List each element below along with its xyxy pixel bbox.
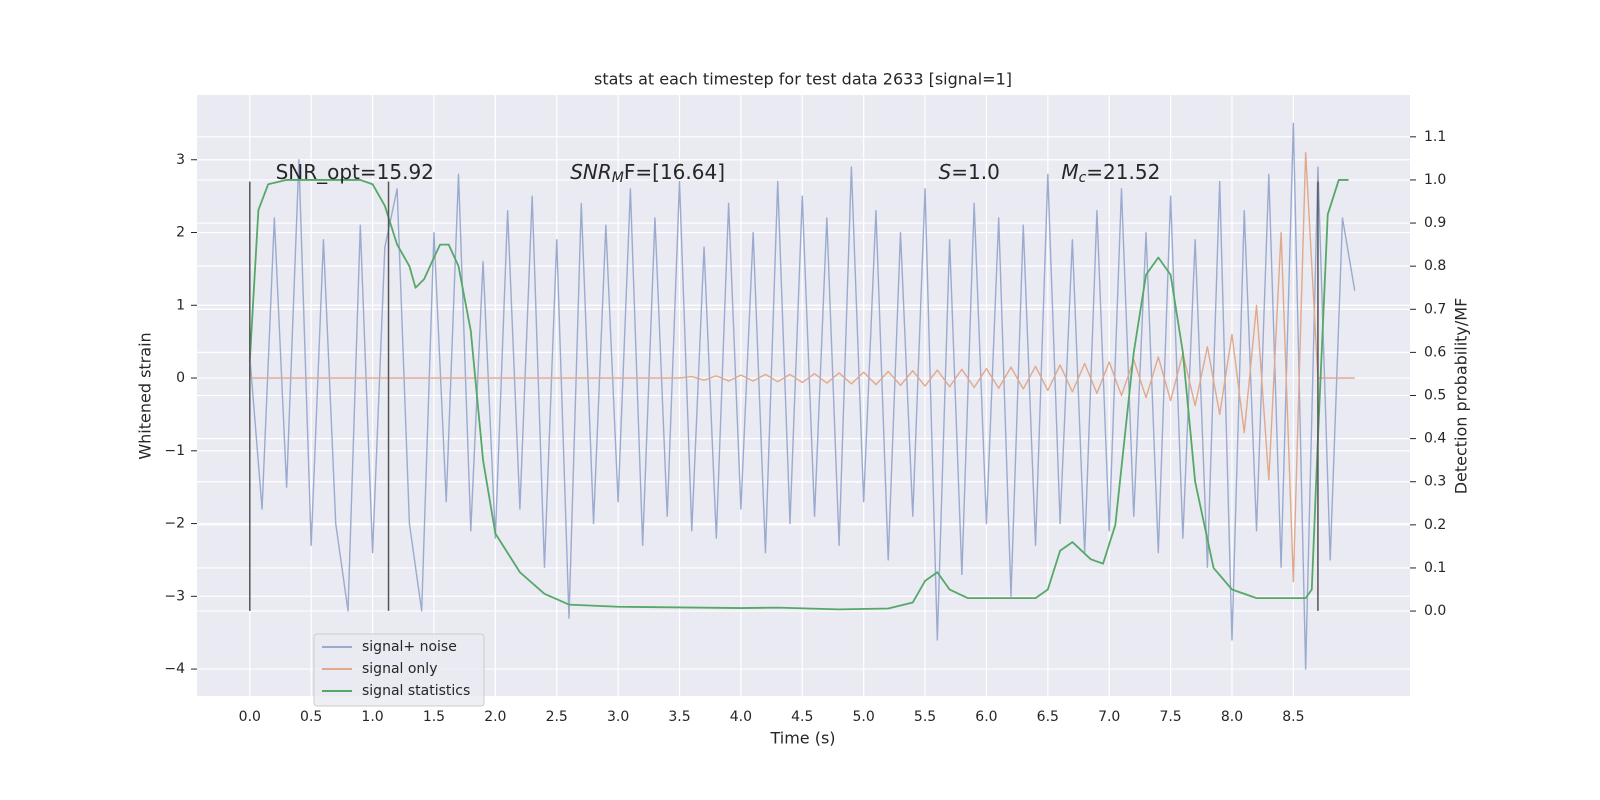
y2-tick-label: 0.6: [1424, 344, 1446, 360]
y2-tick-label: 1.1: [1424, 129, 1446, 145]
legend: signal+ noise signal only signal statistic…: [313, 633, 485, 707]
series-line: [249, 122, 1356, 670]
y2-tick-label: 0.2: [1424, 517, 1446, 533]
legend-box: [313, 633, 485, 707]
annotation-part: M: [612, 170, 624, 186]
annotation-part: S: [939, 159, 952, 183]
y-tick-label: −2: [164, 516, 185, 532]
annotation-part: =1.0: [951, 159, 1000, 183]
annotation-part: F=[16.64]: [624, 159, 725, 183]
annotation-part: SNR: [570, 159, 612, 183]
x-tick-label: 4.5: [791, 709, 813, 725]
grid: [197, 95, 1410, 696]
x-tick-label: 1.0: [361, 709, 383, 725]
series-line: [248, 179, 1349, 611]
y2-tick-label: 0.3: [1424, 474, 1446, 490]
y-tick-label: 1: [176, 297, 185, 313]
y-tick-label: −3: [164, 588, 185, 604]
x-tick-label: 3.0: [607, 709, 629, 725]
x-axis-label: Time (s): [769, 729, 835, 748]
x-tick-label: 0.5: [300, 709, 322, 725]
annotation-part: M: [1061, 159, 1078, 183]
y2-tick-label: 0.5: [1424, 388, 1446, 404]
x-tick-label: 6.5: [1037, 709, 1059, 725]
x-tick-label: 7.0: [1098, 709, 1120, 725]
x-tick-label: 8.5: [1282, 709, 1304, 725]
y2-tick-label: 0.0: [1424, 603, 1446, 619]
annotation-part: c: [1079, 170, 1087, 186]
y-tick-label: 2: [176, 225, 185, 241]
x-tick-label: 4.0: [730, 709, 752, 725]
annotation: SNRMF=[16.64]: [570, 159, 725, 186]
y-tick-label: 3: [176, 152, 185, 168]
y2-tick-label: 0.4: [1424, 431, 1446, 447]
y-axis-label: Whitened strain: [136, 332, 155, 459]
annotation: Mc=21.52: [1061, 159, 1160, 186]
annotation-part: =21.52: [1086, 159, 1160, 183]
legend-label: signal only: [362, 661, 437, 677]
x-tick-label: 7.5: [1159, 709, 1181, 725]
x-tick-label: 0.0: [239, 709, 261, 725]
x-tick-label: 5.0: [853, 709, 875, 725]
legend-label: signal statistics: [362, 683, 470, 699]
x-tick-label: 8.0: [1221, 709, 1243, 725]
annotation: S=1.0: [939, 159, 1000, 183]
x-tick-label: 1.5: [423, 709, 445, 725]
marks: [248, 122, 1356, 670]
y2-tick-label: 0.8: [1424, 258, 1446, 274]
y-tick-label: −4: [164, 661, 185, 677]
chart-title: stats at each timestep for test data 263…: [594, 70, 1012, 89]
annotation: SNR_opt=15.92: [276, 159, 434, 183]
x-tick-label: 6.0: [975, 709, 997, 725]
y2-tick-label: 0.1: [1424, 560, 1446, 576]
series-line: [249, 151, 1355, 583]
annotation-part: SNR_opt=15.92: [276, 159, 434, 183]
x-tick-label: 2.0: [484, 709, 506, 725]
y-tick-label: −1: [164, 443, 185, 459]
y2-tick-label: 1.0: [1424, 172, 1446, 188]
x-tick-label: 2.5: [546, 709, 568, 725]
x-tick-label: 3.5: [668, 709, 690, 725]
y-tick-label: 0: [176, 370, 185, 386]
x-tick-label: 5.5: [914, 709, 936, 725]
y2-tick-label: 0.9: [1424, 215, 1446, 231]
y2-tick-label: 0.7: [1424, 301, 1446, 317]
legend-label: signal+ noise: [362, 639, 457, 655]
y2-axis-label: Detection probability/MF: [1452, 298, 1471, 495]
